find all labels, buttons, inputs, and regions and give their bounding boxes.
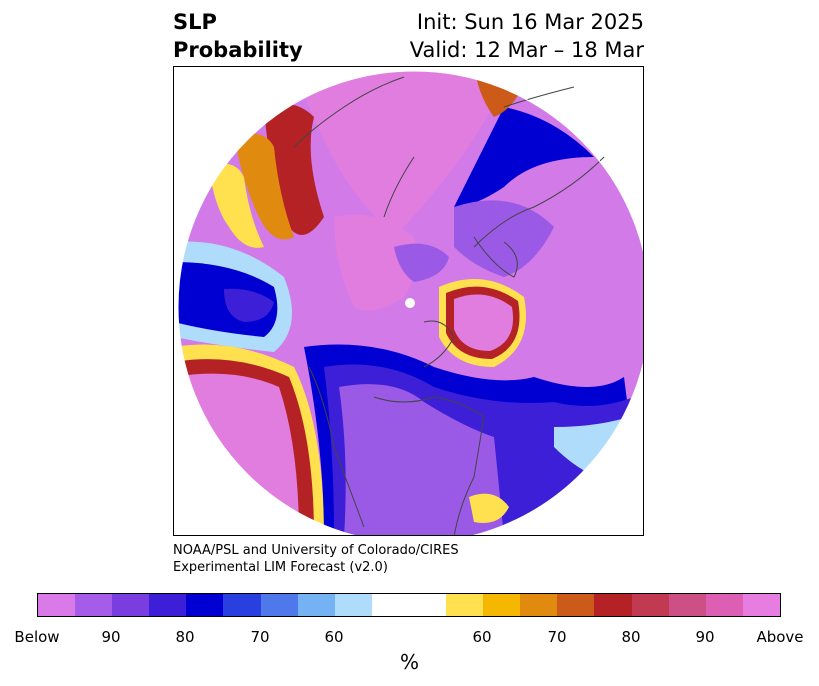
colorbar-segment	[371, 594, 447, 616]
valid-range: Valid: 12 Mar – 18 Mar	[409, 38, 644, 62]
colorbar-tick-label: 60	[324, 628, 344, 646]
colorbar-tick-label: 70	[250, 628, 270, 646]
colorbar-segment	[557, 594, 595, 616]
coast-europe	[473, 236, 518, 278]
region-arctic-above	[294, 71, 514, 237]
coastlines	[293, 76, 605, 535]
colorbar-label: %	[399, 650, 419, 674]
region-arctic-orange	[234, 133, 294, 240]
title-quantity: Probability	[173, 38, 303, 62]
colorbar-segment	[297, 594, 335, 616]
title-right: Init: Sun 16 Mar 2025 Valid: 12 Mar – 18…	[410, 8, 644, 64]
colorbar-segment	[223, 594, 261, 616]
colorbar-segment	[520, 594, 558, 616]
colorbar-segment	[112, 594, 150, 616]
colorbar-segment	[631, 594, 669, 616]
probability-field	[178, 71, 643, 535]
colorbar-ticks: Below 90 80 70 60 60 70 80 90 Above	[0, 628, 819, 648]
region-europe-blue	[454, 107, 594, 207]
coast-eurasia	[383, 86, 605, 248]
colorbar-segment	[186, 594, 224, 616]
colorbar-tick-label: 90	[101, 628, 121, 646]
map-boundary	[177, 70, 643, 535]
init-date: Init: Sun 16 Mar 2025	[416, 10, 644, 34]
region-arctic-yellow	[209, 163, 264, 248]
colorbar-tick-label: 70	[547, 628, 567, 646]
region-caribbean-yellow	[469, 493, 509, 523]
coast-greenland	[423, 320, 455, 368]
colorbar-segment	[742, 594, 780, 616]
colorbar-segment	[149, 594, 187, 616]
credit: NOAA/PSL and University of Colorado/CIRE…	[173, 542, 459, 576]
region-canada-below	[394, 243, 449, 282]
credit-line2: Experimental LIM Forecast (v2.0)	[173, 560, 388, 575]
coast-asia	[293, 76, 405, 148]
colorbar-segment	[75, 594, 113, 616]
title-variable: SLP	[173, 10, 217, 34]
colorbar-segment	[446, 594, 484, 616]
colorbar-tick-label: 60	[472, 628, 492, 646]
colorbar-tick-label: 90	[695, 628, 715, 646]
coast-north-america	[308, 366, 485, 535]
probability-map	[173, 66, 644, 536]
map-canvas	[177, 70, 643, 535]
region-namerica-purple	[339, 384, 504, 535]
north-pole-marker	[405, 298, 415, 308]
region-europe-purple	[454, 200, 554, 277]
colorbar-segment	[705, 594, 743, 616]
colorbar-tick-label: Above	[756, 628, 804, 646]
colorbar-segment	[483, 594, 521, 616]
colorbar-segment	[334, 594, 372, 616]
region-arctic-red	[264, 103, 324, 235]
colorbar	[37, 593, 781, 617]
region-eastpacific-above	[178, 373, 299, 535]
title-left: SLP Probability	[173, 8, 303, 64]
colorbar-segment	[594, 594, 632, 616]
colorbar-tick-label: Below	[14, 628, 60, 646]
colorbar-tick-label: 80	[621, 628, 641, 646]
region-canada-above	[334, 214, 418, 311]
colorbar-segment	[260, 594, 298, 616]
region-nordic-above	[454, 294, 514, 351]
credit-line1: NOAA/PSL and University of Colorado/CIRE…	[173, 543, 459, 558]
region-pacific-deep	[224, 288, 274, 322]
colorbar-segment	[38, 594, 76, 616]
colorbar-tick-label: 80	[175, 628, 195, 646]
colorbar-segment	[668, 594, 706, 616]
